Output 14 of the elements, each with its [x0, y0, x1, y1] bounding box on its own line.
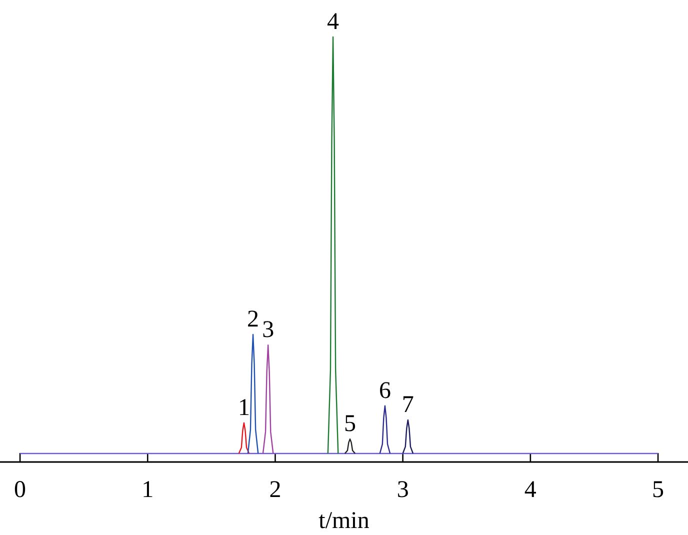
x-tick-label: 2	[269, 477, 282, 504]
annotation: 7	[402, 392, 414, 418]
x-tick-label: 0	[14, 477, 26, 504]
annotation: 6	[378, 378, 391, 404]
annotation: 5	[344, 411, 356, 438]
x-tick-label: 5	[652, 477, 664, 504]
annotation: 1	[238, 394, 250, 421]
x-tick-label: 4	[524, 477, 536, 504]
x-axis-title: t/min	[318, 508, 370, 534]
x-tick-label: 1	[142, 477, 154, 504]
annotation: 2	[247, 306, 260, 332]
annotation: 4	[327, 9, 340, 35]
annotation: 3	[262, 317, 274, 344]
x-tick-label: 3	[396, 477, 409, 504]
